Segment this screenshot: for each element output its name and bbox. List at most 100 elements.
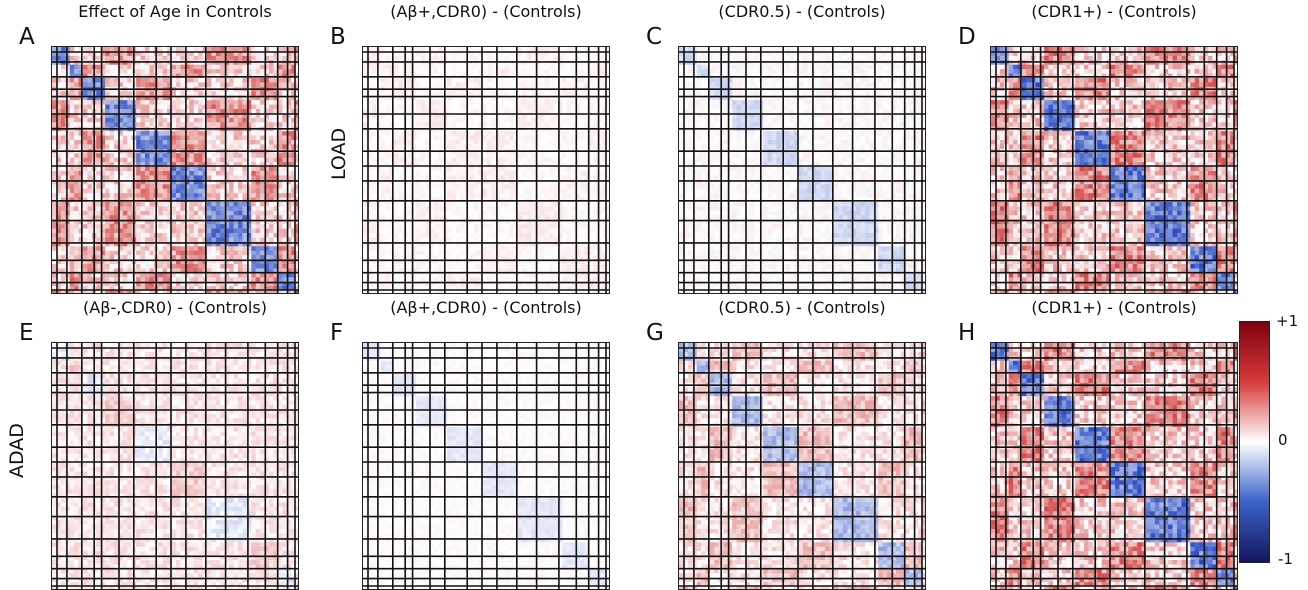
heatmap-cell [180,65,185,70]
heatmap-cell [87,167,92,172]
heatmap-cell [176,237,181,242]
heatmap-cell [96,291,101,294]
heatmap-cell [381,122,386,127]
heatmap-cell [483,184,488,189]
heatmap-cell [105,69,110,74]
heatmap-cell [260,91,265,96]
heatmap-cell [505,158,510,163]
heatmap-cell [110,136,115,141]
heatmap-cell [52,175,57,180]
heatmap-cell [211,171,216,176]
heatmap-cell [105,246,110,251]
heatmap-cell [61,153,66,158]
heatmap-cell [296,171,299,176]
heatmap-cell [194,56,199,61]
heatmap-cell [70,69,75,74]
heatmap-cell [110,153,115,158]
heatmap-cell [491,131,496,136]
heatmap-cell [522,69,527,74]
heatmap-cell [172,189,177,194]
heatmap-cell [211,140,216,145]
heatmap-cell [61,47,66,52]
heatmap-cell [141,69,146,74]
heatmap-cell [194,193,199,198]
heatmap-cell [500,175,505,180]
heatmap-cell [531,131,536,136]
heatmap-cell [483,65,488,70]
heatmap-cell [251,264,256,269]
heatmap-cell [234,233,239,238]
heatmap-cell [110,140,115,145]
heatmap-cell [176,144,181,149]
heatmap-cell [256,211,261,216]
heatmap-cell [114,251,119,256]
heatmap-cell [549,56,554,61]
heatmap-cell [180,109,185,114]
heatmap-cell [483,69,488,74]
heatmap-cell [607,175,610,180]
heatmap-cell [385,109,390,114]
heatmap-cell [234,291,239,294]
heatmap-cell [483,140,488,145]
heatmap-cell [136,277,141,282]
heatmap-cell [500,109,505,114]
heatmap-cell [282,167,287,172]
heatmap-cell [114,255,119,260]
heatmap-cell [238,136,243,141]
heatmap-cell [540,78,545,83]
heatmap-cell [456,91,461,96]
heatmap-cell [96,206,101,211]
heatmap-cell [562,109,567,114]
heatmap-cell [70,47,75,52]
heatmap-cell [460,100,465,105]
heatmap-cell [282,291,287,294]
heatmap-cell [260,47,265,52]
heatmap-cell [176,189,181,194]
heatmap-cell [447,69,452,74]
heatmap-cell [172,82,177,87]
heatmap-cell [540,56,545,61]
heatmap-cell [216,91,221,96]
heatmap-cell [163,273,168,278]
heatmap-cell [216,109,221,114]
heatmap-cell [70,189,75,194]
heatmap-cell [256,189,261,194]
heatmap-cell [562,158,567,163]
heatmap-cell [234,264,239,269]
heatmap-cell [509,122,514,127]
heatmap-cell [52,184,57,189]
heatmap-cell [211,56,216,61]
heatmap-cell [229,273,234,278]
heatmap-cell [372,100,377,105]
heatmap-cell [172,131,177,136]
heatmap-cell [282,140,287,145]
heatmap-cell [491,144,496,149]
heatmap-cell [522,144,527,149]
heatmap-cell [460,105,465,110]
heatmap-cell [545,100,550,105]
heatmap-cell [456,131,461,136]
heatmap-cell [251,206,256,211]
heatmap-cell [256,184,261,189]
heatmap-cell [87,65,92,70]
heatmap-cell [282,69,287,74]
heatmap-cell [74,211,79,216]
heatmap-cell [141,237,146,242]
heatmap-cell [220,264,225,269]
heatmap-cell [269,118,274,123]
heatmap-cell [553,109,558,114]
heatmap-cell [211,100,216,105]
heatmap-cell [256,237,261,242]
heatmap-cell [70,153,75,158]
heatmap-cell [234,184,239,189]
heatmap-cell [438,78,443,83]
heatmap-cell [540,118,545,123]
heatmap-cell [260,122,265,127]
heatmap-cell [425,153,430,158]
heatmap-cell [363,175,368,180]
heatmap-cell [242,229,247,234]
heatmap-cell [456,105,461,110]
heatmap-cell [434,56,439,61]
heatmap-cell [52,264,57,269]
heatmap-cell [194,122,199,127]
